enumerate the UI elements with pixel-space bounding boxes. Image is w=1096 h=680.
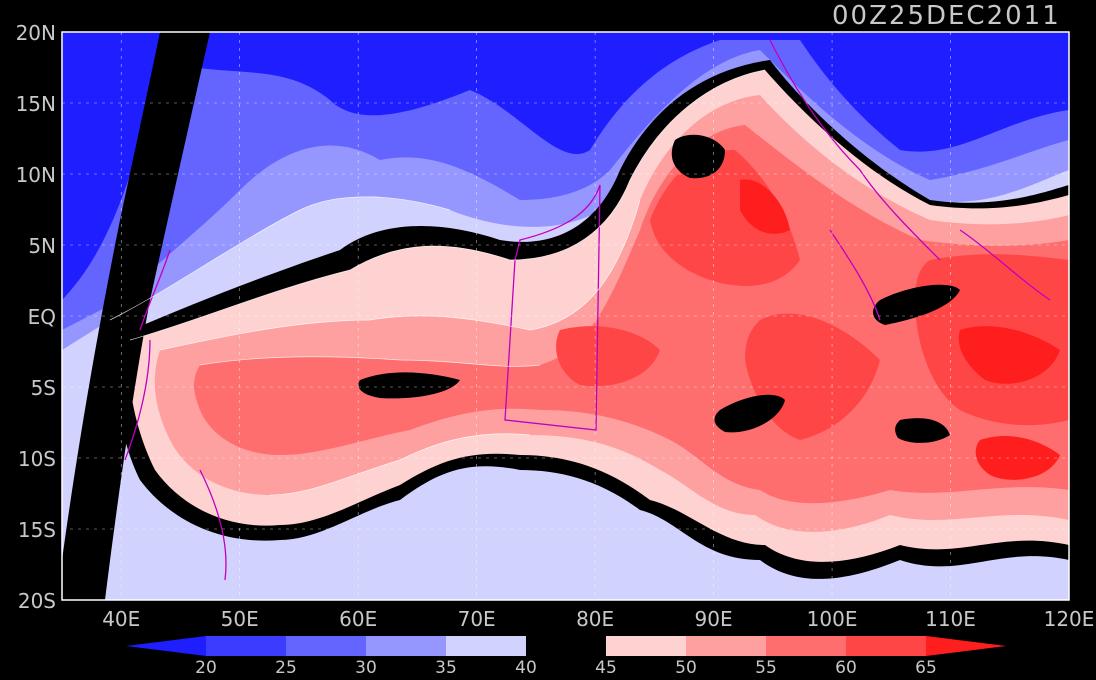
lon-tick-label: 40E: [102, 607, 140, 631]
colorbar-segment: [686, 636, 766, 656]
lat-tick-label: 20N: [16, 21, 56, 45]
lon-tick-label: 110E: [925, 607, 976, 631]
lat-tick-label: 10S: [18, 447, 56, 471]
colorbar-arrow-low: [126, 636, 206, 656]
lat-tick-label: 15S: [18, 518, 56, 542]
grid-lines: [62, 32, 1069, 600]
lat-tick-label: 5S: [31, 376, 56, 400]
colorbar-label: 60: [835, 658, 857, 678]
colorbar-label: 55: [755, 658, 777, 678]
colorbar-arrow-high: [926, 636, 1006, 656]
lon-tick-label: 100E: [807, 607, 858, 631]
lon-tick-label: 80E: [576, 607, 614, 631]
lon-tick-label: 120E: [1044, 607, 1095, 631]
lat-tick-label: EQ: [28, 305, 56, 329]
contour-lines: [109, 69, 766, 496]
colorbar-segment: [206, 636, 286, 656]
colorbar-segment: [766, 636, 846, 656]
colorbar-segment: [366, 636, 446, 656]
colorbar-label: 40: [515, 658, 537, 678]
colorbar-label: 25: [275, 658, 297, 678]
colorbar-label: 20: [195, 658, 217, 678]
longitude-axis: 40E 50E 60E 70E 80E 90E 100E 110E 120E: [102, 607, 1094, 631]
lon-tick-label: 60E: [339, 607, 377, 631]
colorbar-label: 35: [435, 658, 457, 678]
colorbar: 20 25 30 35 40 45 50 55 60 65: [126, 636, 1006, 678]
lon-tick-label: 70E: [458, 607, 496, 631]
colorbar-label: 50: [675, 658, 697, 678]
colorbar-segment: [606, 636, 686, 656]
colorbar-label: 65: [915, 658, 937, 678]
lat-tick-label: 5N: [28, 234, 56, 258]
lon-tick-label: 50E: [221, 607, 259, 631]
colorbar-label: 45: [595, 658, 617, 678]
latitude-axis: 20N 15N 10N 5N EQ 5S 10S 15S 20S: [16, 21, 56, 613]
colorbar-segment: [446, 636, 526, 656]
map-title: 00Z25DEC2011: [832, 1, 1061, 31]
colorbar-label: 30: [355, 658, 377, 678]
colorbar-segment: [286, 636, 366, 656]
colorbar-segment: [846, 636, 926, 656]
lon-tick-label: 90E: [695, 607, 733, 631]
coastline: [124, 39, 1051, 581]
colorbar-segment: [526, 636, 606, 656]
map-field: [62, 32, 1069, 600]
lat-tick-label: 20S: [18, 589, 56, 613]
field-band-65: [740, 179, 1060, 480]
field-band-60: [556, 150, 1069, 440]
lat-tick-label: 15N: [16, 92, 56, 116]
lat-tick-label: 10N: [16, 163, 56, 187]
